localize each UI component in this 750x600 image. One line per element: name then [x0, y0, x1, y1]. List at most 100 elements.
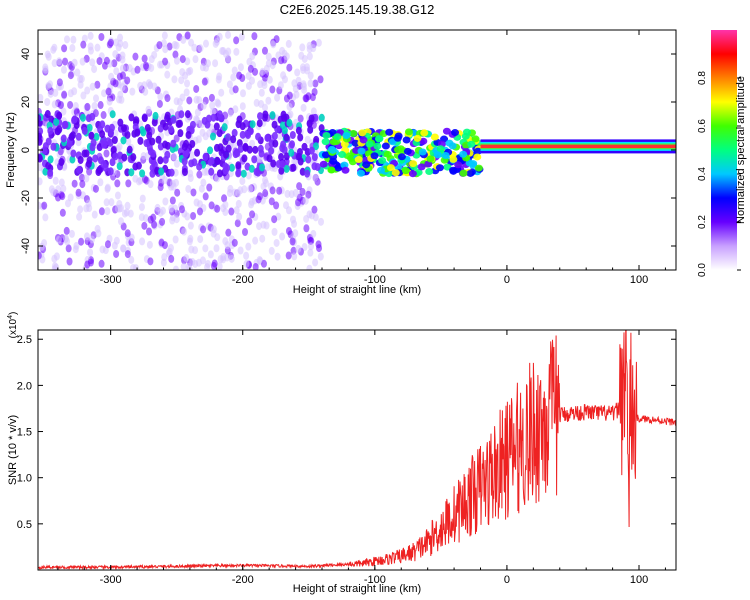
spectrogram-cell [474, 164, 483, 172]
spectrogram-cell [50, 188, 57, 197]
spectrogram-cell [44, 110, 51, 119]
spectrogram-cell [249, 76, 256, 85]
spectrogram-cell [225, 228, 232, 237]
spectrogram-cell [162, 122, 169, 131]
spectrogram-cell [212, 59, 219, 68]
spectrogram-cell [307, 71, 314, 80]
spectrogram-cell [94, 80, 101, 89]
spectrogram-cell [413, 134, 422, 142]
spectrogram-cell [97, 178, 104, 187]
spectrogram-cell [231, 128, 238, 137]
spectrogram-cell [351, 139, 360, 147]
spectrogram-cell [88, 235, 95, 244]
spectrogram-cell [108, 198, 115, 207]
spectrogram-cell [226, 80, 233, 89]
spectrogram-cell [147, 215, 154, 224]
colorbar-tick-label: 0.6 [697, 119, 708, 133]
spectrogram-cell [86, 167, 93, 176]
spectrogram-cell [117, 39, 124, 48]
y-tick-label: 1.0 [17, 473, 32, 485]
spectrogram-cell [286, 118, 293, 127]
spectrogram-cell [217, 255, 224, 264]
spectrogram-cell [103, 149, 110, 158]
spectrogram-cell [100, 160, 107, 169]
spectrogram-cell [138, 213, 145, 222]
spectrogram-cell [443, 163, 452, 171]
spectrogram-cell [124, 229, 131, 238]
spectrogram-cell [221, 123, 228, 132]
spectrogram-cell [130, 153, 137, 162]
spectrogram-cell [239, 102, 246, 111]
spectrogram-cell [235, 169, 242, 178]
spectrogram-cell [149, 169, 156, 178]
spectrogram-cell [129, 87, 136, 96]
spectrogram-cell [81, 126, 88, 135]
spectrogram-cell [299, 187, 306, 196]
spectrogram-cell [213, 244, 220, 253]
spectrogram-cell [99, 130, 106, 139]
spectrogram-cell [51, 262, 58, 270]
spectrogram-cell [258, 99, 265, 108]
spectrogram-cell [195, 135, 202, 144]
spectrogram-cell [278, 56, 285, 65]
spectrogram-cell [67, 193, 74, 202]
spectrogram-cell [467, 140, 476, 148]
spectrogram-cell [225, 30, 232, 39]
spectrogram-cell [146, 240, 153, 249]
spectrogram-cell [93, 94, 100, 103]
spectrogram-cell [200, 178, 207, 187]
top-y-axis: -40 -20 0 20 40 [20, 48, 676, 254]
spectrogram-cell [71, 179, 78, 188]
spectrogram-cell [191, 43, 198, 52]
spectrogram-cell [235, 189, 242, 198]
spectrogram-cell [124, 201, 131, 210]
spectrogram-cell [266, 75, 273, 84]
spectrogram-cell [91, 102, 98, 111]
spectrogram-cell [227, 109, 234, 118]
spectrogram-cell [181, 157, 188, 166]
spectrogram-cell [77, 205, 84, 214]
spectrogram-cell [314, 163, 321, 172]
spectrogram-cell [222, 200, 229, 209]
spectrogram-cell [169, 196, 176, 205]
spectrogram-cell [76, 166, 83, 175]
bottom-x-axis-label: Height of straight line (km) [293, 583, 421, 595]
spectrogram-cell [164, 94, 171, 103]
spectrogram-cell [130, 263, 137, 270]
spectrogram-cell [92, 154, 99, 163]
spectrogram-cell [139, 237, 146, 246]
spectrogram-cell [146, 131, 153, 140]
spectrogram-cell [168, 168, 175, 177]
spectrogram-cell [141, 114, 148, 123]
spectrogram-cell [53, 117, 60, 126]
spectrogram-cell [126, 145, 133, 154]
spectrogram-cell [92, 184, 99, 193]
spectrogram-cell [189, 257, 196, 266]
spectrogram-cell [128, 113, 135, 122]
snr-frame [37, 329, 677, 571]
top-y-axis-label: Frequency (Hz) [5, 112, 17, 188]
spectrogram-cell [70, 149, 77, 158]
spectrogram-cell [297, 133, 304, 142]
spectrogram-cell [188, 245, 195, 254]
spectrogram-cell [257, 112, 264, 121]
spectrogram-cell [401, 167, 410, 175]
spectrogram-cell [110, 146, 117, 155]
spectrogram-cell [246, 217, 253, 226]
spectrogram-cell [334, 164, 343, 172]
spectrogram-cell [303, 224, 310, 233]
spectrogram-cell [68, 132, 75, 141]
spectrogram-cell [156, 41, 163, 50]
spectrogram-cell [111, 136, 118, 145]
spectrogram-cell [60, 184, 67, 193]
colorbar-tick-label: 0.2 [697, 215, 708, 229]
spectrogram-cell [173, 159, 180, 168]
spectrogram-cell [239, 74, 246, 83]
spectrogram-cell [393, 146, 402, 154]
spectrogram-cell [385, 128, 394, 136]
spectrogram-cell [42, 213, 49, 222]
spectrogram-cell [247, 64, 254, 73]
spectrogram-cell [173, 56, 180, 65]
spectrogram-cell [197, 44, 204, 53]
